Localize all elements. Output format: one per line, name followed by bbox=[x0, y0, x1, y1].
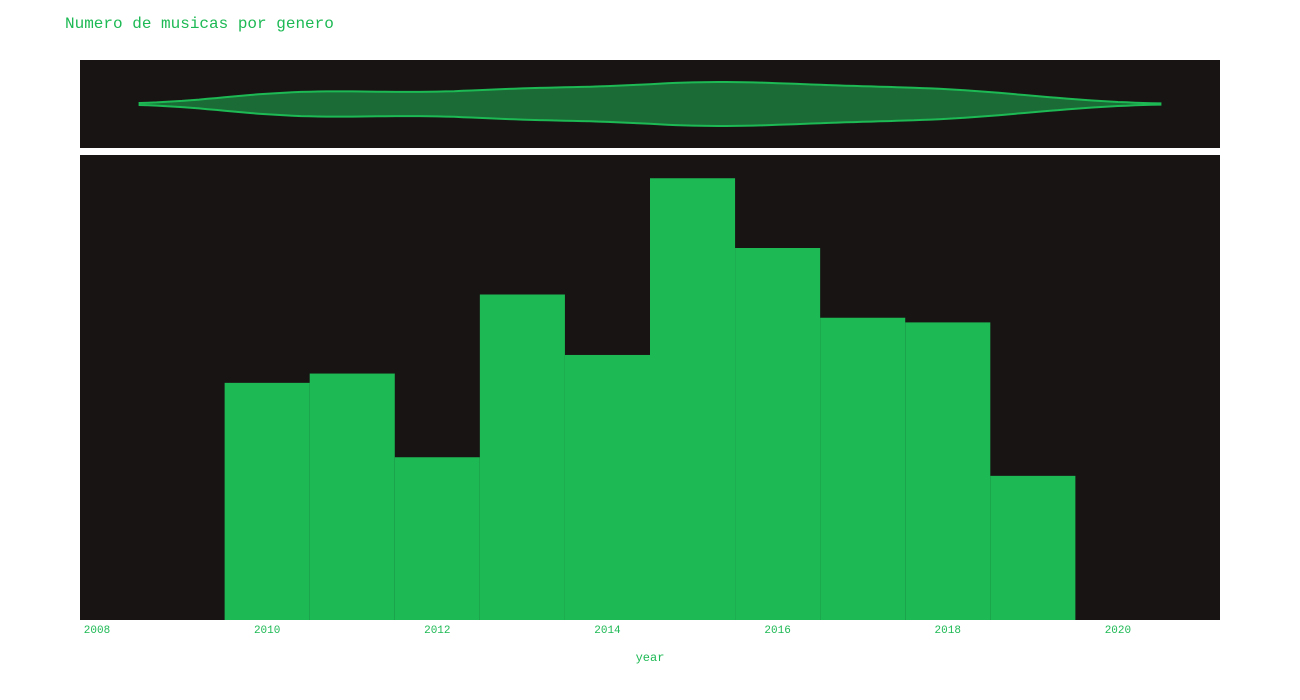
x-tick-label: 2010 bbox=[254, 625, 280, 637]
histogram-bar bbox=[309, 373, 395, 620]
x-axis-ticks: 2008 2010 2012 2014 2016 2018 2020 bbox=[84, 625, 1131, 637]
chart-title: Numero de musicas por genero bbox=[65, 15, 334, 33]
histogram-bar bbox=[820, 317, 906, 620]
x-axis-title: year bbox=[636, 651, 665, 665]
histogram-bars bbox=[224, 178, 1076, 620]
x-tick-label: 2012 bbox=[424, 625, 450, 637]
violin-marginal bbox=[138, 81, 1162, 127]
histogram-bar bbox=[905, 322, 991, 620]
x-tick-label: 2014 bbox=[594, 625, 621, 637]
histogram-bar bbox=[650, 178, 736, 620]
x-tick-label: 2008 bbox=[84, 625, 110, 637]
histogram-bar bbox=[990, 475, 1076, 620]
x-tick-label: 2018 bbox=[935, 625, 961, 637]
histogram-bar bbox=[224, 382, 310, 620]
x-tick-label: 2016 bbox=[764, 625, 790, 637]
histogram-bar bbox=[564, 354, 650, 620]
histogram-bar bbox=[735, 248, 821, 620]
histogram-bar bbox=[394, 457, 480, 620]
histogram-bar bbox=[479, 294, 565, 620]
x-tick-label: 2020 bbox=[1105, 625, 1131, 637]
